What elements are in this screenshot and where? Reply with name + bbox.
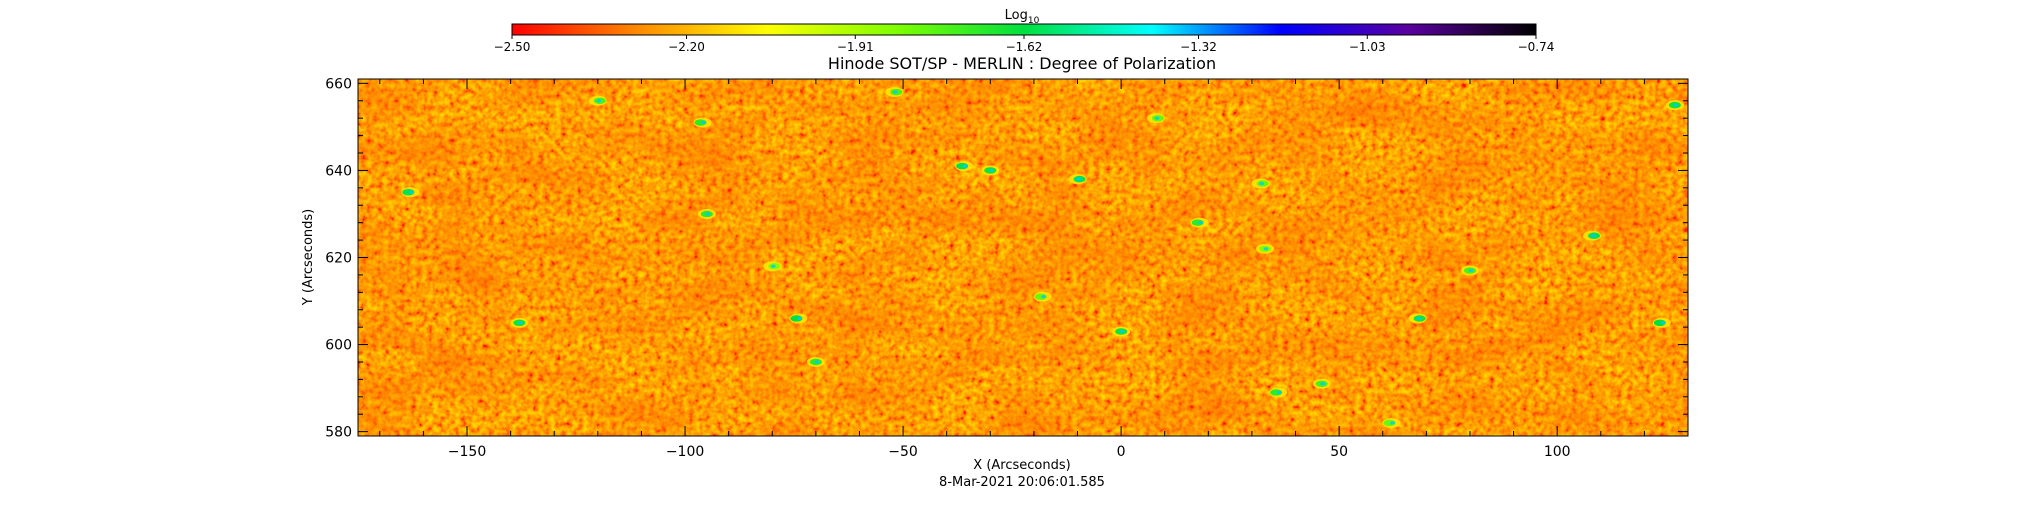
heatmap-patch <box>806 356 825 367</box>
heatmap-patch <box>1147 113 1165 124</box>
x-tick-label: 100 <box>1544 444 1571 460</box>
colorbar-label: Log10 <box>1005 8 1040 26</box>
heatmap-patch <box>1251 178 1270 189</box>
heatmap-patch <box>1190 217 1209 228</box>
heatmap-patch <box>981 165 1000 176</box>
colorbar-tick-label: −1.91 <box>837 40 874 54</box>
colorbar-tick-label: −1.32 <box>1180 40 1217 54</box>
y-tick-label: 640 <box>325 163 352 179</box>
heatmap-patch <box>693 117 712 128</box>
heatmap-patch <box>885 87 904 98</box>
y-tick-label: 620 <box>325 251 352 267</box>
colorbar-tick-label: −0.74 <box>1518 40 1555 54</box>
heatmap-area <box>358 79 1688 436</box>
heatmap-low-value-regions <box>358 79 1688 436</box>
heatmap-patch <box>789 313 808 324</box>
x-axis: −150 −100 −50 0 50 100 <box>379 79 1689 460</box>
chart-title: Hinode SOT/SP - MERLIN : Degree of Polar… <box>828 54 1216 73</box>
heatmap-patch <box>1068 174 1087 185</box>
colorbar: Log10 −2.50 −2.20 −1.91 −1.62 −1.32 −1.03 −0.7… <box>494 8 1555 54</box>
x-tick-label: 50 <box>1330 444 1348 460</box>
y-axis: 580 600 620 640 660 <box>325 76 1688 441</box>
heatmap-patch <box>1256 243 1275 254</box>
colorbar-label-subscript: 10 <box>1028 16 1040 26</box>
x-tick-label: −100 <box>666 444 704 460</box>
heatmap-patch <box>401 187 420 198</box>
timestamp: 8-Mar-2021 20:06:01.585 <box>939 475 1105 490</box>
colorbar-ticks: −2.50 −2.20 −1.91 −1.62 −1.32 −1.03 −0.74 <box>494 35 1555 54</box>
colorbar-tick-label: −1.62 <box>1006 40 1043 54</box>
colorbar-label-base: Log <box>1005 8 1028 23</box>
heatmap-patch <box>1312 378 1331 389</box>
heatmap-patch <box>1652 317 1671 328</box>
heatmap-patch <box>1269 387 1288 398</box>
heatmap-patch <box>1382 417 1401 428</box>
heatmap-patch <box>588 95 607 106</box>
heatmap-patch <box>1665 100 1684 111</box>
y-axis-label: Y (Arcseconds) <box>301 209 316 306</box>
colorbar-gradient <box>511 23 1537 36</box>
x-tick-label: −50 <box>888 444 918 460</box>
heatmap-patch <box>1408 313 1427 324</box>
heatmap-patches <box>401 87 1684 428</box>
heatmap-patch <box>1460 265 1479 276</box>
heatmap-patch <box>510 317 529 328</box>
colorbar-tick-label: −2.50 <box>494 40 531 54</box>
x-tick-label: 0 <box>1117 444 1126 460</box>
y-tick-label: 600 <box>325 338 352 354</box>
heatmap-patch <box>1033 291 1052 302</box>
y-tick-label: 660 <box>325 76 352 92</box>
colorbar-tick-label: −2.20 <box>668 40 705 54</box>
x-axis-label: X (Arcseconds) <box>973 458 1070 473</box>
colorbar-tick-label: −1.03 <box>1349 40 1386 54</box>
heatmap-patch <box>955 161 974 172</box>
heatmap-patch <box>1112 326 1131 337</box>
heatmap-patch <box>697 208 716 219</box>
x-tick-label: −150 <box>448 444 486 460</box>
y-tick-label: 580 <box>325 425 352 441</box>
heatmap-patch <box>763 261 782 272</box>
heatmap-patch <box>1583 230 1602 241</box>
